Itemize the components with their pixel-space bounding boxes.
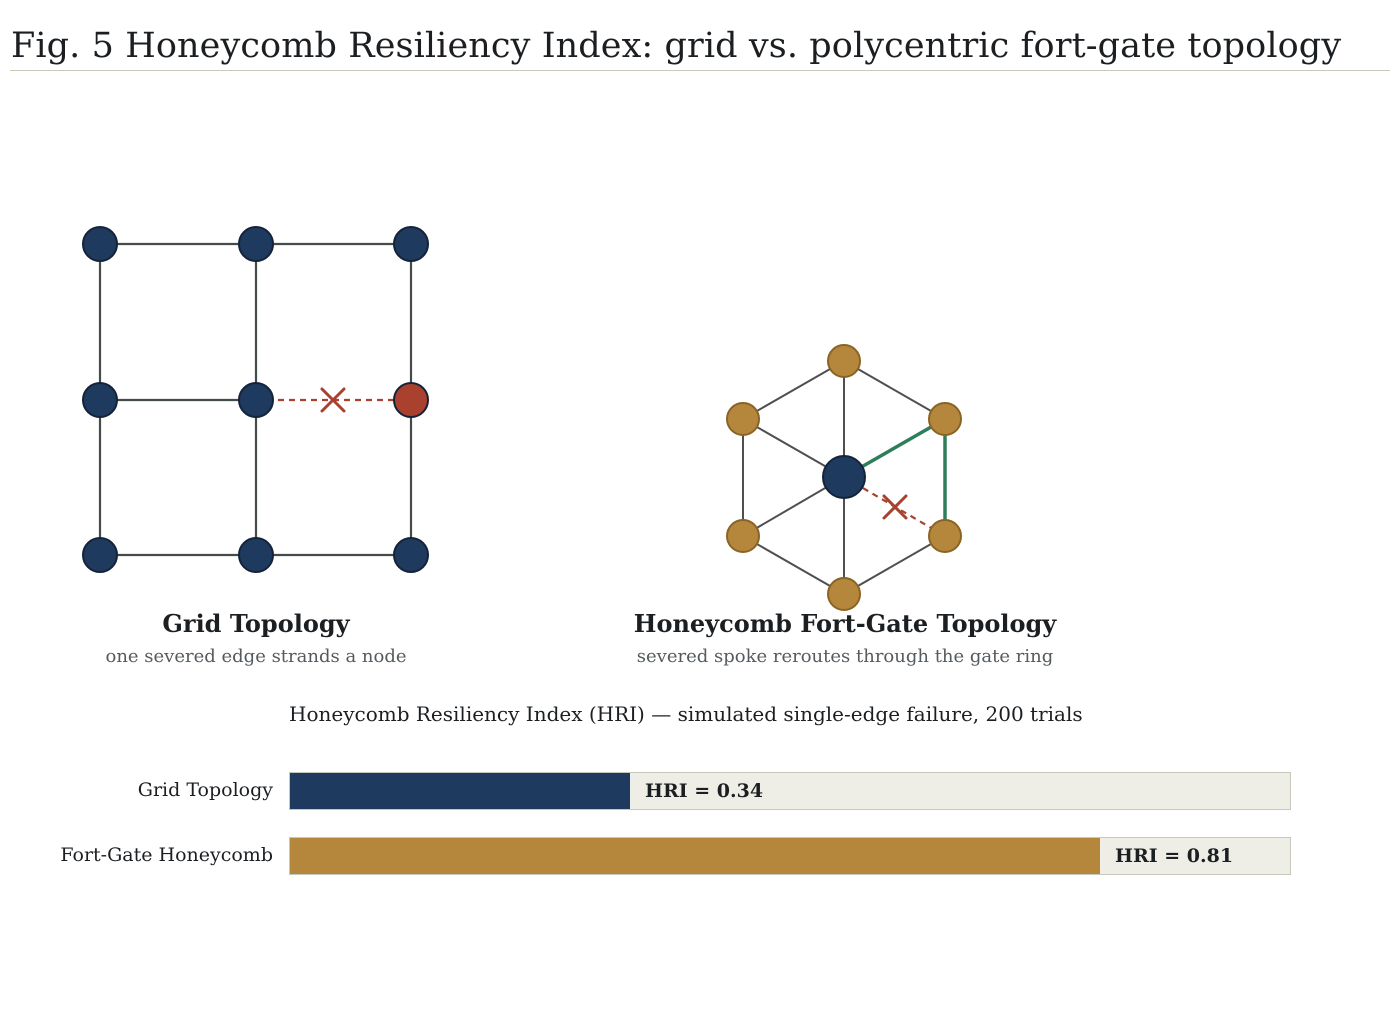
stranded-node — [393, 382, 429, 418]
grid-node — [82, 537, 118, 573]
bar-category-label: Fort-Gate Honeycomb — [60, 844, 273, 866]
grid-node — [238, 382, 274, 418]
grid-node — [82, 382, 118, 418]
bar-value-label: HRI = 0.81 — [1115, 845, 1234, 867]
ring-edge — [742, 535, 845, 595]
break-x-icon — [320, 387, 346, 413]
bar-row: Fort-Gate Honeycomb HRI = 0.81 — [0, 837, 1400, 875]
gate-node — [726, 519, 760, 553]
bar-row: Grid Topology HRI = 0.34 — [0, 772, 1400, 810]
grid-node — [393, 226, 429, 262]
grid-node — [238, 226, 274, 262]
honeycomb-panel-subtitle: severed spoke reroutes through the gate … — [636, 646, 1054, 667]
bar-track: HRI = 0.81 — [289, 837, 1291, 875]
ring-edge — [843, 360, 946, 420]
chart-title: Honeycomb Resiliency Index (HRI) — simul… — [289, 702, 1083, 726]
grid-node — [82, 226, 118, 262]
grid-panel-title: Grid Topology — [162, 609, 350, 638]
gate-node — [928, 402, 962, 436]
grid-panel-subtitle: one severed edge strands a node — [105, 646, 407, 667]
gate-node — [928, 519, 962, 553]
bar — [290, 838, 1100, 874]
grid-topology-diagram — [82, 226, 429, 573]
grid-node — [238, 537, 274, 573]
ring-edge — [843, 535, 946, 595]
gate-node — [726, 402, 760, 436]
honeycomb-panel-title: Honeycomb Fort-Gate Topology — [633, 609, 1057, 638]
bar — [290, 773, 630, 809]
gate-node — [827, 344, 861, 378]
ring-edge — [742, 360, 845, 420]
title-divider — [10, 70, 1390, 71]
bar-category-label: Grid Topology — [137, 779, 273, 801]
honeycomb-topology-diagram — [726, 344, 962, 611]
grid-node — [393, 537, 429, 573]
fort-hub-node — [822, 455, 866, 499]
bar-value-label: HRI = 0.34 — [645, 780, 764, 802]
figure-title: Fig. 5 Honeycomb Resiliency Index: grid … — [11, 26, 1342, 66]
break-x-icon — [882, 494, 908, 520]
topology-diagrams — [82, 226, 962, 611]
bar-track: HRI = 0.34 — [289, 772, 1291, 810]
gate-node — [827, 577, 861, 611]
